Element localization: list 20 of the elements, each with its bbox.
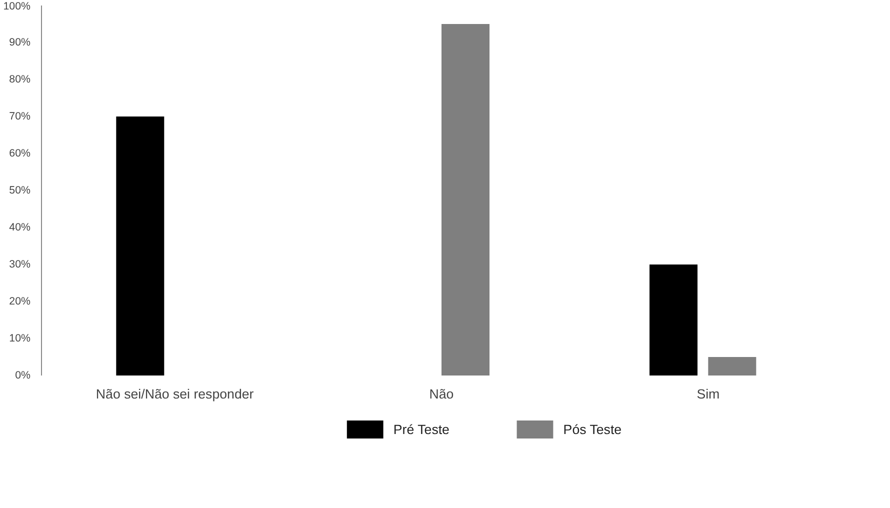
y-tick-label: 20%	[9, 296, 32, 308]
bar	[650, 264, 698, 376]
bar	[116, 116, 164, 376]
x-tick-label: Não sei/Não sei responder	[96, 386, 254, 402]
bar	[708, 357, 756, 376]
legend-label: Pré Teste	[393, 422, 450, 437]
y-tick-label: 30%	[9, 258, 32, 270]
bar	[442, 24, 490, 376]
legend-label: Pós Teste	[563, 422, 622, 437]
x-tick-label: Sim	[696, 386, 720, 402]
x-tick-label: Não	[429, 386, 454, 402]
y-tick-label: 0%	[15, 370, 32, 382]
y-tick-label: 90%	[9, 36, 32, 48]
y-tick-label: 50%	[9, 184, 32, 196]
y-tick-label: 100%	[3, 0, 32, 12]
y-tick-label: 10%	[9, 332, 32, 344]
y-tick-label: 70%	[9, 110, 32, 122]
y-tick-label: 80%	[9, 74, 32, 86]
y-tick-label: 60%	[9, 148, 32, 160]
y-tick-label: 40%	[9, 222, 32, 234]
